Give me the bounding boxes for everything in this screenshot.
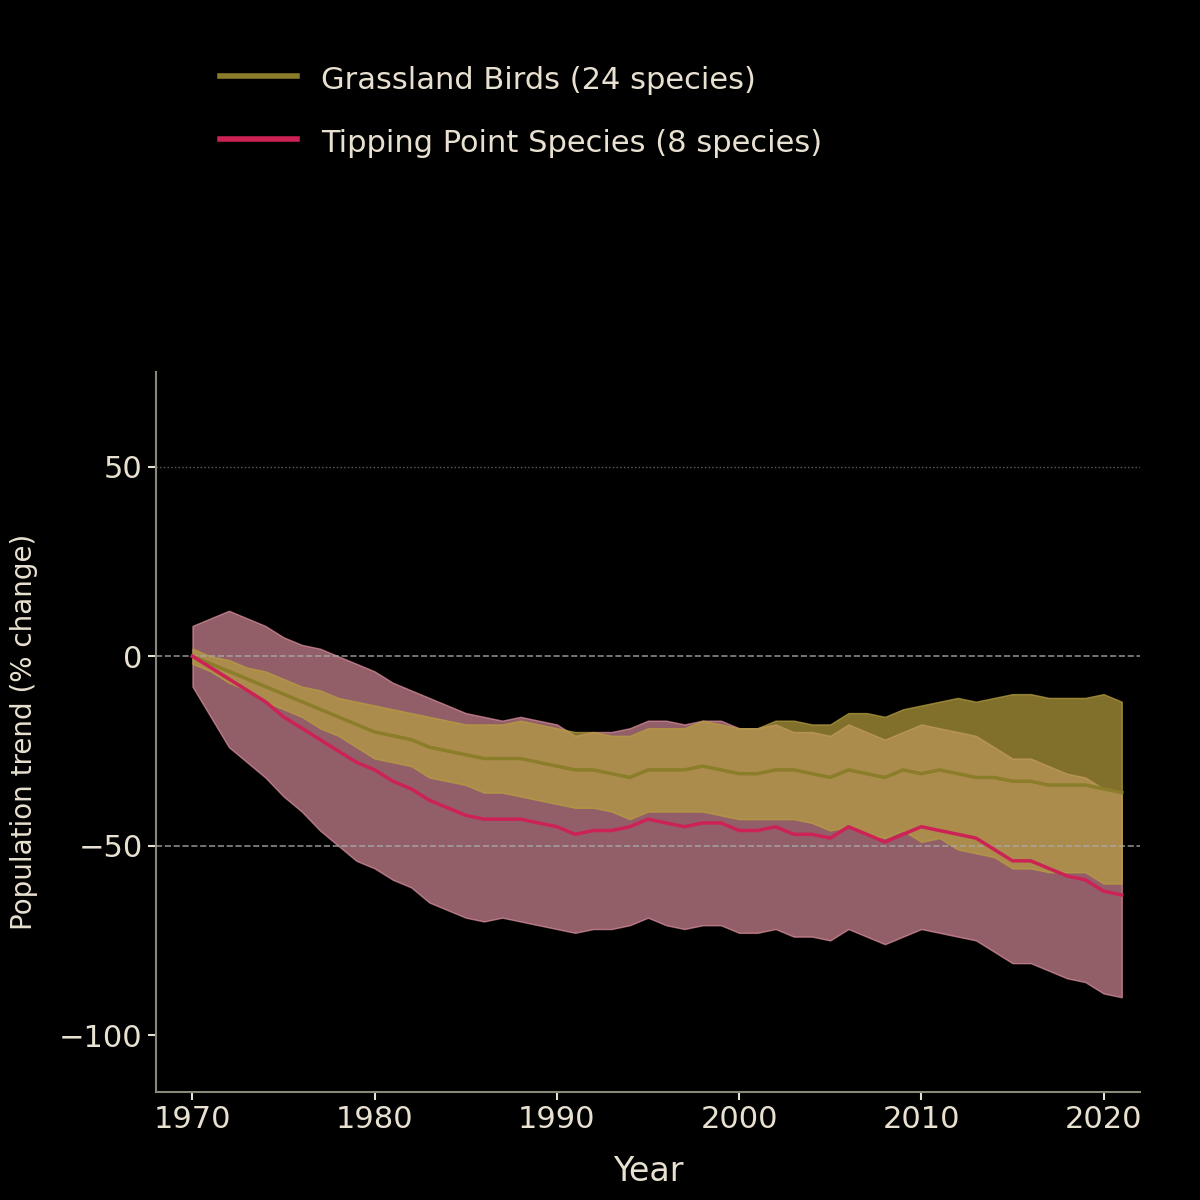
- X-axis label: Year: Year: [613, 1156, 683, 1188]
- Y-axis label: Population trend (% change): Population trend (% change): [11, 534, 38, 930]
- Legend: Grassland Birds (24 species), Tipping Point Species (8 species): Grassland Birds (24 species), Tipping Po…: [221, 64, 822, 157]
